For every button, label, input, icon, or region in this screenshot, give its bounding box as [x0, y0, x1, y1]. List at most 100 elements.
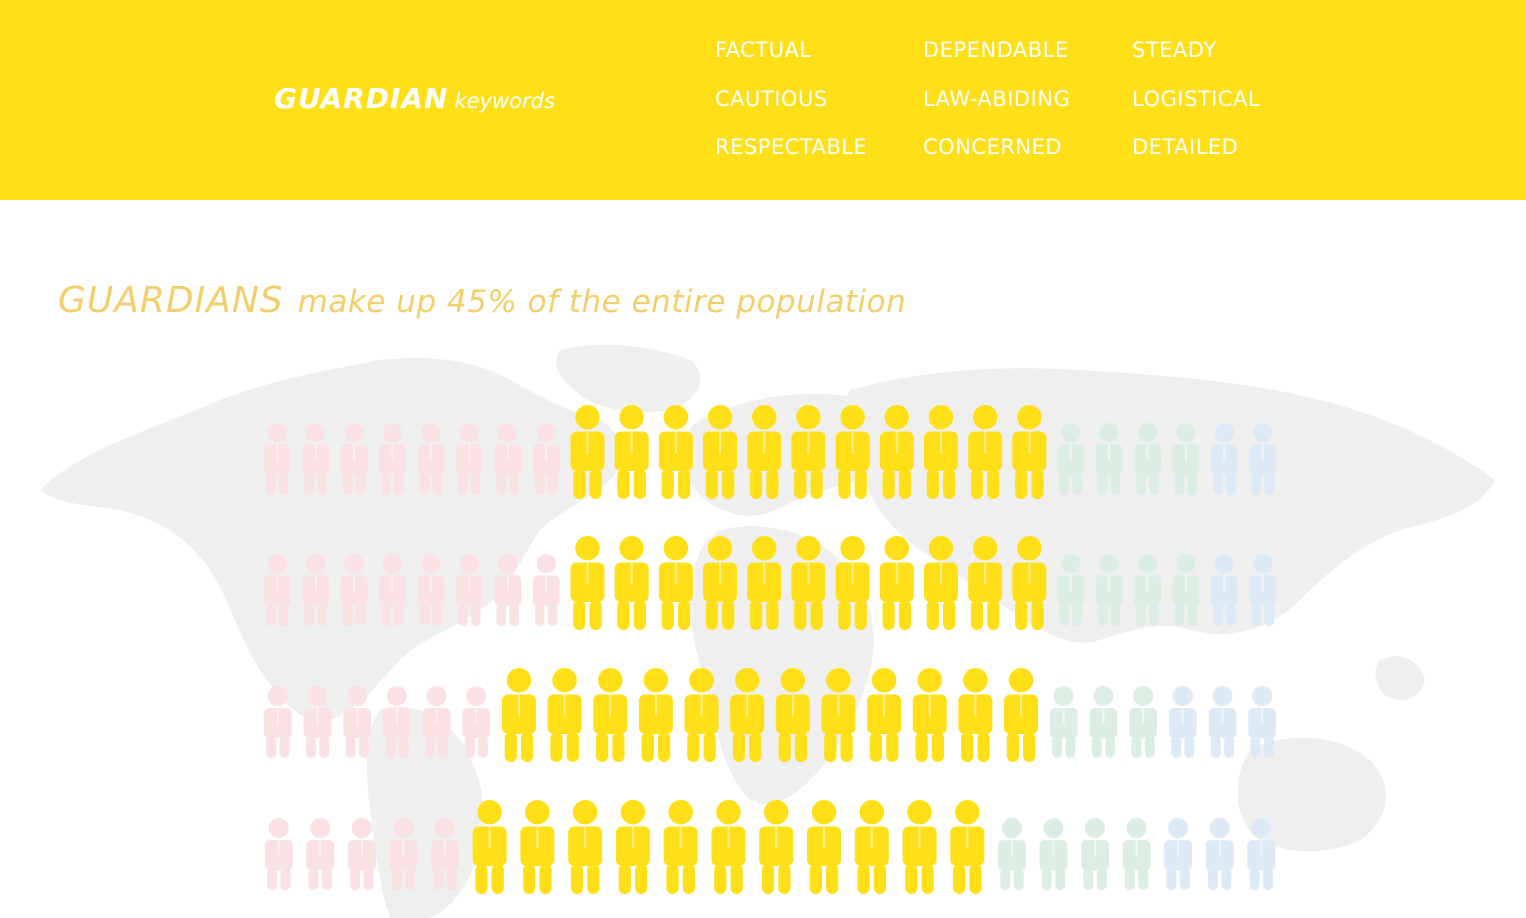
headline-main: GUARDIANS: [58, 280, 284, 321]
guardian-person-icon: [615, 800, 650, 894]
pink-person-icon: [263, 686, 292, 758]
green-person-icon: [1122, 818, 1151, 890]
pink-person-icon: [263, 423, 291, 495]
guardian-person-icon: [902, 800, 937, 894]
guardian-person-icon: [703, 405, 738, 499]
pink-person-icon: [264, 818, 293, 890]
blue-person-icon: [1164, 818, 1193, 890]
pink-person-icon: [532, 554, 560, 626]
pink-person-icon: [494, 423, 522, 495]
keyword: RESPECTABLE: [715, 135, 868, 159]
banner-title-main: GUARDIAN: [274, 82, 449, 115]
guardian-person-icon: [684, 668, 719, 762]
guardian-person-icon: [658, 405, 693, 499]
guardian-person-icon: [703, 536, 738, 630]
keyword: DETAILED: [1132, 135, 1239, 159]
guardian-person-icon: [968, 536, 1003, 630]
green-person-icon: [1089, 686, 1118, 758]
guardian-person-icon: [923, 405, 958, 499]
banner-title-sub: keywords: [454, 89, 555, 113]
pink-person-icon: [494, 554, 522, 626]
guardian-person-icon: [568, 800, 603, 894]
green-person-icon: [1039, 818, 1068, 890]
guardian-person-icon: [867, 668, 902, 762]
pink-person-icon: [389, 818, 418, 890]
guardian-person-icon: [923, 536, 958, 630]
guardian-person-icon: [854, 800, 889, 894]
guardian-person-icon: [879, 405, 914, 499]
guardian-person-icon: [958, 668, 993, 762]
guardian-person-icon: [747, 536, 782, 630]
guardian-person-icon: [1012, 405, 1047, 499]
headline-sub: make up 45% of the entire population: [297, 284, 907, 320]
keyword: STEADY: [1132, 38, 1217, 62]
pink-person-icon: [347, 818, 376, 890]
guardian-person-icon: [912, 668, 947, 762]
green-person-icon: [1049, 686, 1078, 758]
pink-person-icon: [383, 686, 411, 758]
pink-person-icon: [417, 554, 445, 626]
pink-person-icon: [263, 554, 291, 626]
guardian-person-icon: [711, 800, 746, 894]
guardian-person-icon: [807, 800, 842, 894]
keyword: LAW-ABIDING: [923, 87, 1071, 111]
pink-person-icon: [302, 554, 330, 626]
pink-person-icon: [430, 818, 459, 890]
pink-person-icon: [532, 423, 560, 495]
guardian-person-icon: [501, 668, 536, 762]
green-person-icon: [1129, 686, 1157, 758]
green-person-icon: [1172, 554, 1200, 626]
pink-person-icon: [455, 423, 483, 495]
blue-person-icon: [1210, 423, 1238, 495]
guardian-person-icon: [658, 536, 693, 630]
guardian-person-icon: [1012, 536, 1047, 630]
pink-person-icon: [379, 554, 406, 626]
blue-person-icon: [1208, 686, 1237, 758]
guardian-person-icon: [570, 405, 605, 499]
guardian-person-icon: [821, 668, 856, 762]
green-person-icon: [1095, 423, 1123, 495]
blue-person-icon: [1168, 686, 1197, 758]
keyword: FACTUAL: [715, 38, 812, 62]
pink-person-icon: [302, 423, 330, 495]
keyword: CONCERNED: [923, 135, 1063, 159]
guardian-person-icon: [791, 405, 826, 499]
guardian-person-icon: [663, 800, 698, 894]
pink-person-icon: [455, 554, 483, 626]
pink-person-icon: [306, 818, 335, 890]
green-person-icon: [1057, 423, 1085, 495]
banner-title: GUARDIAN keywords: [274, 82, 555, 115]
green-person-icon: [1134, 554, 1161, 626]
guardian-person-icon: [730, 668, 765, 762]
guardian-person-icon: [835, 536, 870, 630]
green-person-icon: [1057, 554, 1085, 626]
guardian-person-icon: [775, 668, 810, 762]
pink-person-icon: [422, 686, 451, 758]
green-person-icon: [1081, 818, 1110, 890]
keywords-banner: GUARDIAN keywords FACTUAL CAUTIOUS RESPEC…: [0, 0, 1526, 200]
pink-person-icon: [340, 423, 368, 495]
pink-person-icon: [462, 686, 491, 758]
guardian-person-icon: [747, 405, 782, 499]
green-person-icon: [997, 818, 1026, 890]
guardian-person-icon: [570, 536, 605, 630]
green-person-icon: [1134, 423, 1161, 495]
blue-person-icon: [1210, 554, 1238, 626]
pink-person-icon: [343, 686, 372, 758]
guardian-person-icon: [879, 536, 914, 630]
blue-person-icon: [1247, 818, 1276, 890]
guardian-person-icon: [614, 405, 649, 499]
guardian-person-icon: [638, 668, 673, 762]
guardian-person-icon: [593, 668, 628, 762]
keyword: LOGISTICAL: [1132, 87, 1261, 111]
population-headline: GUARDIANS make up 45% of the entire popul…: [58, 280, 906, 321]
guardian-person-icon: [950, 800, 985, 894]
guardian-person-icon: [472, 800, 507, 894]
guardian-person-icon: [1004, 668, 1039, 762]
blue-person-icon: [1249, 423, 1277, 495]
pink-person-icon: [340, 554, 368, 626]
pink-person-icon: [303, 686, 332, 758]
guardian-person-icon: [791, 536, 826, 630]
guardian-person-icon: [547, 668, 582, 762]
